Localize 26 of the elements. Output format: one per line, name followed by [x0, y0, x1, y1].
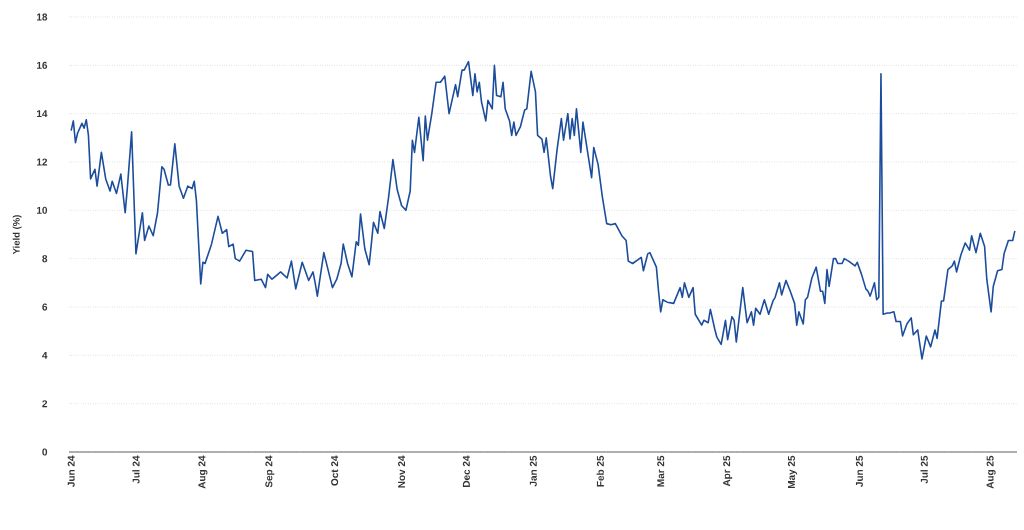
y-tick-label: 2	[42, 400, 48, 408]
x-tick-label: Jul 25	[920, 455, 928, 484]
y-tick-label: 6	[42, 303, 48, 311]
y-tick-label: 0	[42, 448, 48, 456]
x-tick-label: Jun 24	[67, 455, 75, 487]
y-tick-label: 8	[42, 255, 48, 263]
y-axis-title: Yield (%)	[12, 215, 22, 255]
x-tick-label: Aug 25	[986, 455, 996, 489]
x-tick-label: May 25	[787, 455, 797, 489]
y-tick-label: 12	[37, 158, 48, 166]
x-tick-label: Sep 24	[265, 455, 275, 488]
y-tick-label: 10	[37, 206, 48, 214]
x-tick-label: Aug 24	[198, 455, 208, 489]
x-tick-label: Dec 24	[462, 455, 470, 487]
y-tick-label: 16	[37, 61, 48, 69]
x-tick-label: Jul 24	[132, 455, 140, 484]
y-tick-label: 14	[37, 110, 48, 118]
x-tick-label: Mar 25	[657, 455, 665, 487]
x-tick-label: Jun 25	[855, 455, 863, 487]
x-tick-label: Feb 25	[596, 455, 604, 487]
y-tick-label: 18	[37, 13, 48, 21]
x-tick-label: Apr 25	[723, 455, 733, 487]
y-tick-label: 4	[42, 351, 48, 359]
x-tick-label: Nov 24	[398, 455, 406, 488]
x-tick-label: Jan 25	[529, 455, 537, 487]
x-tick-label: Oct 24	[331, 455, 339, 486]
